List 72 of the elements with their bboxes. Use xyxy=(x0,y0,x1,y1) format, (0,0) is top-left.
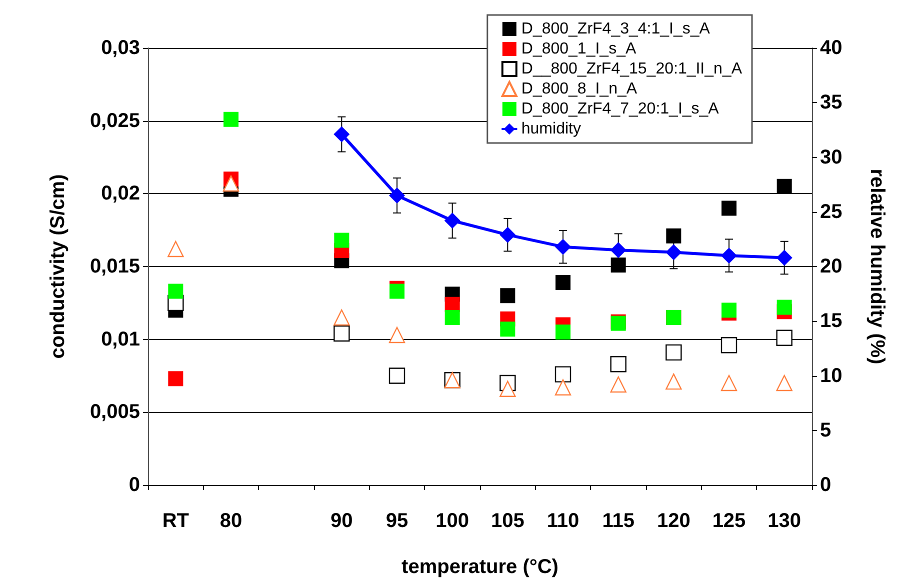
y-axis-title: conductivity (S/cm) xyxy=(47,174,69,359)
point xyxy=(666,344,682,361)
point xyxy=(722,200,736,216)
point xyxy=(721,248,737,264)
point xyxy=(554,366,572,382)
point xyxy=(720,374,738,392)
legend-label: D_800_ZrF4_7_20:1_I_s_A xyxy=(521,100,720,118)
point xyxy=(500,226,516,243)
point xyxy=(444,310,460,325)
x-tick-label: 105 xyxy=(490,510,524,532)
y-tick-label: 0,03 xyxy=(101,37,140,59)
point xyxy=(556,275,570,290)
y-tick-label: 0 xyxy=(128,474,140,496)
point xyxy=(556,324,570,340)
point xyxy=(500,288,516,304)
point xyxy=(610,242,626,258)
y2-axis-title: relative humidity (%) xyxy=(866,168,888,364)
y-tick-label: 0,015 xyxy=(90,256,140,278)
x-tick-label: 120 xyxy=(656,510,690,532)
point xyxy=(334,232,350,248)
point xyxy=(776,178,792,194)
y2-tick-label: 10 xyxy=(820,364,842,387)
point xyxy=(390,284,404,299)
x-tick-label: 80 xyxy=(220,510,242,532)
x-tick-label: 100 xyxy=(436,510,470,532)
x-tick-label: 90 xyxy=(330,510,353,532)
x-tick-label: 115 xyxy=(602,510,634,532)
point xyxy=(776,250,792,266)
point xyxy=(168,284,184,299)
x-tick-label: RT xyxy=(162,510,190,532)
y2-tick-label: 30 xyxy=(820,146,842,168)
x-tick-label: 130 xyxy=(768,510,802,532)
y2-tick-label: 25 xyxy=(820,200,842,223)
point xyxy=(720,337,738,354)
x-axis-title: temperature (°C) xyxy=(402,556,558,578)
point xyxy=(388,326,406,344)
point xyxy=(444,212,460,229)
y-tick-label: 0,005 xyxy=(90,401,140,424)
x-tick-label: 95 xyxy=(386,510,408,532)
point xyxy=(776,330,792,346)
y-tick-label: 0,025 xyxy=(90,110,140,132)
point xyxy=(722,302,736,318)
point xyxy=(334,126,350,142)
y2-tick-label: 20 xyxy=(820,256,842,278)
legend-label: D_800_8_I_n_A xyxy=(521,80,638,98)
y2-tick-label: 40 xyxy=(820,37,842,59)
y2-tick-label: 15 xyxy=(820,310,842,332)
point xyxy=(500,380,516,397)
point xyxy=(610,356,626,372)
point xyxy=(224,112,238,127)
y2-tick-label: 5 xyxy=(820,419,832,442)
point xyxy=(222,175,240,192)
point xyxy=(334,325,350,342)
point xyxy=(666,228,682,244)
legend-label: D__800_ZrF4_15_20:1_II_n_A xyxy=(521,60,742,78)
y-tick-label: 0,02 xyxy=(101,182,140,205)
legend-label: D_800_1_I_s_A xyxy=(521,40,636,58)
point xyxy=(500,322,516,337)
point xyxy=(555,238,571,255)
point xyxy=(168,371,184,386)
point xyxy=(610,258,626,273)
y-tick-label: 0,01 xyxy=(101,328,140,350)
x-tick-label: 110 xyxy=(546,510,580,532)
point xyxy=(776,300,792,315)
legend-label: D_800_ZrF4_3_4:1_I_s_A xyxy=(521,20,710,38)
legend-label: humidity xyxy=(521,120,581,138)
y2-tick-label: 0 xyxy=(820,474,832,496)
point xyxy=(666,244,682,260)
point xyxy=(388,368,406,384)
point xyxy=(389,187,405,204)
x-tick-label: 125 xyxy=(712,510,746,532)
y2-tick-label: 35 xyxy=(820,92,842,114)
